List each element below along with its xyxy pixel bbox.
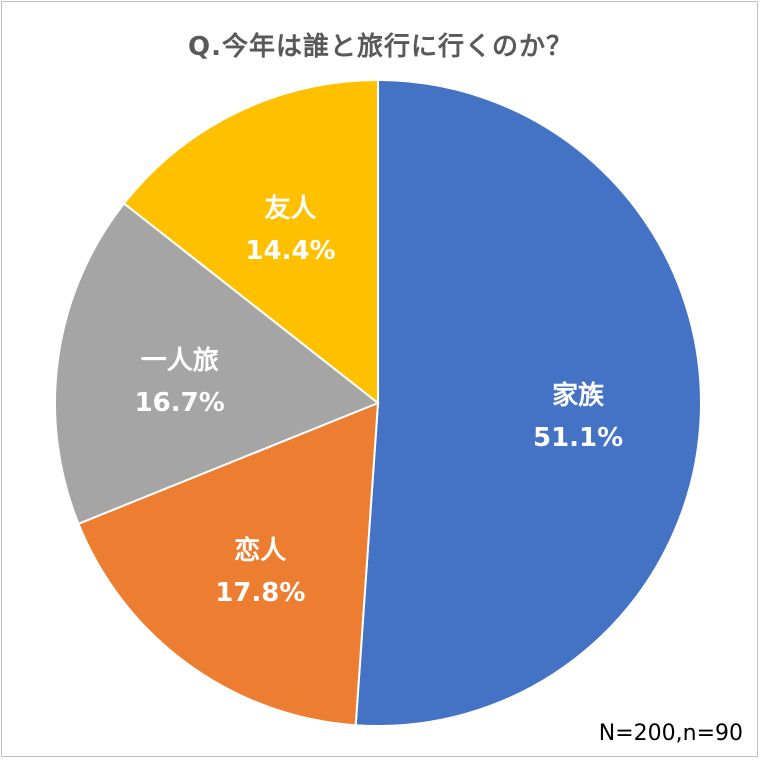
slice-category-label: 友人 <box>264 194 316 224</box>
slice-percent-label: 17.8% <box>215 578 305 608</box>
sample-size-note: N=200,n=90 <box>598 721 743 746</box>
slice-category-label: 恋人 <box>234 535 286 566</box>
chart-title: Q.今年は誰と旅行に行くのか？ <box>188 32 573 62</box>
pie-slice-3 <box>122 78 379 406</box>
chart-area: Q.今年は誰と旅行に行くのか？ 家族 51.1% 恋人 17.8% 一人旅 16.7% 友人… <box>1 1 758 757</box>
slice-percent-label: 14.4% <box>245 236 335 266</box>
pie-chart: 家族 51.1% 恋人 17.8% 一人旅 16.7% 友人 14.4% <box>54 78 702 727</box>
pie-slice-2 <box>54 202 380 526</box>
slice-category-label: 家族 <box>552 380 605 411</box>
slice-percent-label: 16.7% <box>135 388 225 418</box>
slice-category-label: 一人旅 <box>141 346 219 376</box>
pie-slice-0 <box>354 78 702 727</box>
slice-percent-label: 51.1% <box>533 423 623 453</box>
pie-slice-1 <box>77 401 380 727</box>
